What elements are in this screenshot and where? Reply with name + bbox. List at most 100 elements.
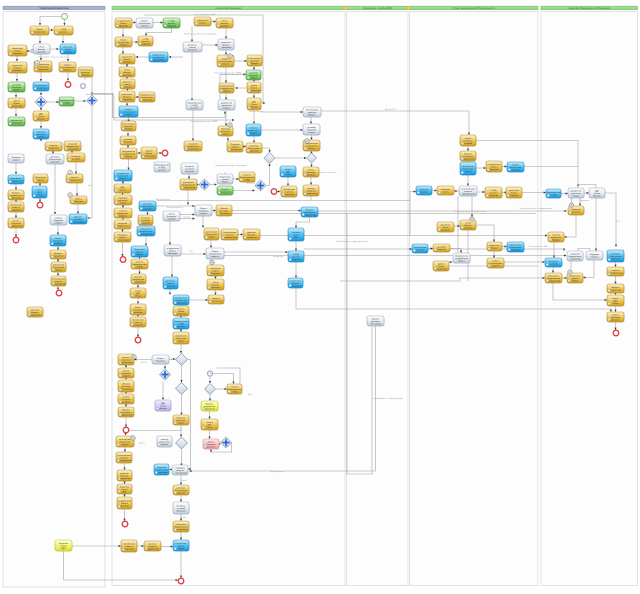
svg-text:дополнит.: дополнит. <box>611 319 621 321</box>
svg-text:Заполнение: Заполнение <box>132 319 144 321</box>
svg-text:договора: договора <box>177 487 187 489</box>
svg-text:дополнит.: дополнит. <box>441 224 451 226</box>
svg-text:Регистрация: Регистрация <box>49 159 61 161</box>
svg-text:обращения: обращения <box>12 70 23 72</box>
svg-text:данных: данных <box>490 192 498 194</box>
svg-text:Контроль: Контроль <box>53 240 62 242</box>
svg-text:клиенту: клиенту <box>552 234 561 236</box>
svg-text:данных: данных <box>60 32 68 34</box>
svg-text:Регистрация: Регистрация <box>141 206 153 208</box>
svg-text:средств: средств <box>222 58 231 60</box>
svg-text:Регистрация: Регистрация <box>218 213 230 215</box>
svg-text:Прием: Прием <box>178 548 185 550</box>
svg-text:договора: договора <box>37 51 47 53</box>
svg-text:Отказ: Отказ <box>594 193 600 195</box>
svg-text:Передача: Передача <box>230 144 240 146</box>
svg-text:Заполнение: Заполнение <box>435 268 447 270</box>
svg-text:Заполнение: Заполнение <box>34 32 46 34</box>
svg-text:результата: результата <box>221 42 232 44</box>
svg-text:в КХД: в КХД <box>293 254 299 256</box>
svg-text:Уведомление: Уведомление <box>547 278 561 280</box>
svg-text:Запрос: Запрос <box>55 217 62 219</box>
svg-text:средств: средств <box>12 160 21 162</box>
svg-text:Контроль: Контроль <box>549 261 558 263</box>
svg-text:Оформление: Оформление <box>66 145 80 148</box>
svg-text:Прием: Прием <box>120 39 127 41</box>
svg-text:Проверка: Проверка <box>119 25 129 27</box>
svg-text:ДЧБ: ДЧБ <box>39 113 44 115</box>
svg-text:Формирование: Формирование <box>132 263 147 266</box>
svg-text:Подготовка: Подготовка <box>134 249 146 251</box>
svg-text:документов: документов <box>610 290 622 292</box>
svg-text:Регистрация: Регистрация <box>122 123 134 125</box>
svg-text:Отказ клиента: Отказ клиента <box>249 111 264 113</box>
svg-text:клиенту: клиенту <box>161 439 170 441</box>
svg-text:Запрос: Запрос <box>199 23 206 25</box>
svg-text:Формирование: Формирование <box>227 388 242 391</box>
svg-text:пакета: пакета <box>465 138 472 140</box>
svg-text:Согласование: Согласование <box>122 111 137 113</box>
svg-text:решения: решения <box>51 161 60 163</box>
svg-text:исполнения: исполнения <box>119 439 130 441</box>
svg-text:в КХД: в КХД <box>491 190 497 192</box>
svg-text:Прием: Прием <box>141 20 148 22</box>
svg-text:Подготовка: Подготовка <box>463 168 475 170</box>
svg-text:Подготовка: Подготовка <box>35 177 47 179</box>
svg-text:обращения: обращения <box>304 212 315 214</box>
svg-text:данных: данных <box>122 357 130 359</box>
svg-text:ДЧБ: ДЧБ <box>294 237 299 239</box>
svg-text:Заполнение: Заполнение <box>11 105 23 107</box>
svg-text:Уведомление: Уведомление <box>119 414 133 416</box>
svg-text:Проверка: Проверка <box>176 417 186 419</box>
svg-text:Запись: Запись <box>491 166 498 168</box>
svg-text:Контроль: Контроль <box>71 156 80 158</box>
svg-text:заявления: заявления <box>133 281 143 283</box>
svg-text:исполнения: исполнения <box>510 247 521 249</box>
svg-text:Оформление: Оформление <box>152 53 166 56</box>
svg-text:решения: решения <box>308 112 317 114</box>
svg-text:Закрытие: Закрытие <box>12 87 22 89</box>
svg-text:на доработку: на доработку <box>122 153 136 155</box>
svg-text:Регистрация: Регистрация <box>248 58 260 60</box>
svg-text:Отказ: Отказ <box>213 282 219 284</box>
svg-text:обращения: обращения <box>463 156 474 158</box>
svg-text:Выдача: Выдача <box>119 215 127 217</box>
svg-text:Долго: Долго <box>141 362 148 364</box>
svg-text:сделки: сделки <box>222 179 229 181</box>
svg-text:Формирование: Формирование <box>51 282 66 285</box>
svg-text:результата: результата <box>248 130 259 132</box>
svg-text:сведений: сведений <box>489 194 499 197</box>
svg-text:Возврат: Возврат <box>12 192 20 194</box>
svg-text:Запись: Запись <box>121 503 128 505</box>
svg-text:Не разобрались с нарушениями: Не разобрались с нарушениями <box>454 211 488 213</box>
svg-text:Отказ: Отказ <box>39 46 45 48</box>
svg-text:договора: договора <box>123 74 133 76</box>
svg-text:Запись: Запись <box>120 23 127 25</box>
svg-text:Запрос: Запрос <box>200 208 207 210</box>
svg-text:Возврат: Возврат <box>221 189 229 191</box>
svg-text:Подготовка: Подготовка <box>153 59 165 61</box>
svg-text:пакета: пакета <box>442 227 449 229</box>
svg-text:Запрос: Запрос <box>212 270 219 272</box>
svg-text:в КХД: в КХД <box>64 103 70 105</box>
svg-text:сведений: сведений <box>121 358 131 361</box>
svg-text:пакета: пакета <box>222 133 229 135</box>
svg-text:Анализ: Анализ <box>122 382 129 385</box>
svg-text:документов: документов <box>133 279 145 281</box>
svg-text:результата: результата <box>133 324 144 326</box>
svg-text:Оформление: Оформление <box>187 145 201 148</box>
svg-text:сведений: сведений <box>291 258 301 261</box>
svg-text:Анализ: Анализ <box>372 317 379 320</box>
svg-text:Выдача: Выдача <box>464 153 472 155</box>
svg-text:Выдача: Выдача <box>222 44 230 46</box>
svg-text:клиенту: клиенту <box>125 546 134 548</box>
svg-text:в КХД: в КХД <box>551 195 557 197</box>
svg-text:сведений: сведений <box>188 142 198 145</box>
svg-text:сведений: сведений <box>157 466 167 469</box>
svg-text:условий: условий <box>124 138 133 141</box>
svg-text:ДЧБ: ДЧБ <box>61 548 66 550</box>
svg-text:решения: решения <box>124 126 133 128</box>
svg-text:Запись: Запись <box>169 250 176 252</box>
svg-text:Отказ: Отказ <box>37 194 43 196</box>
svg-text:решения: решения <box>120 473 129 475</box>
